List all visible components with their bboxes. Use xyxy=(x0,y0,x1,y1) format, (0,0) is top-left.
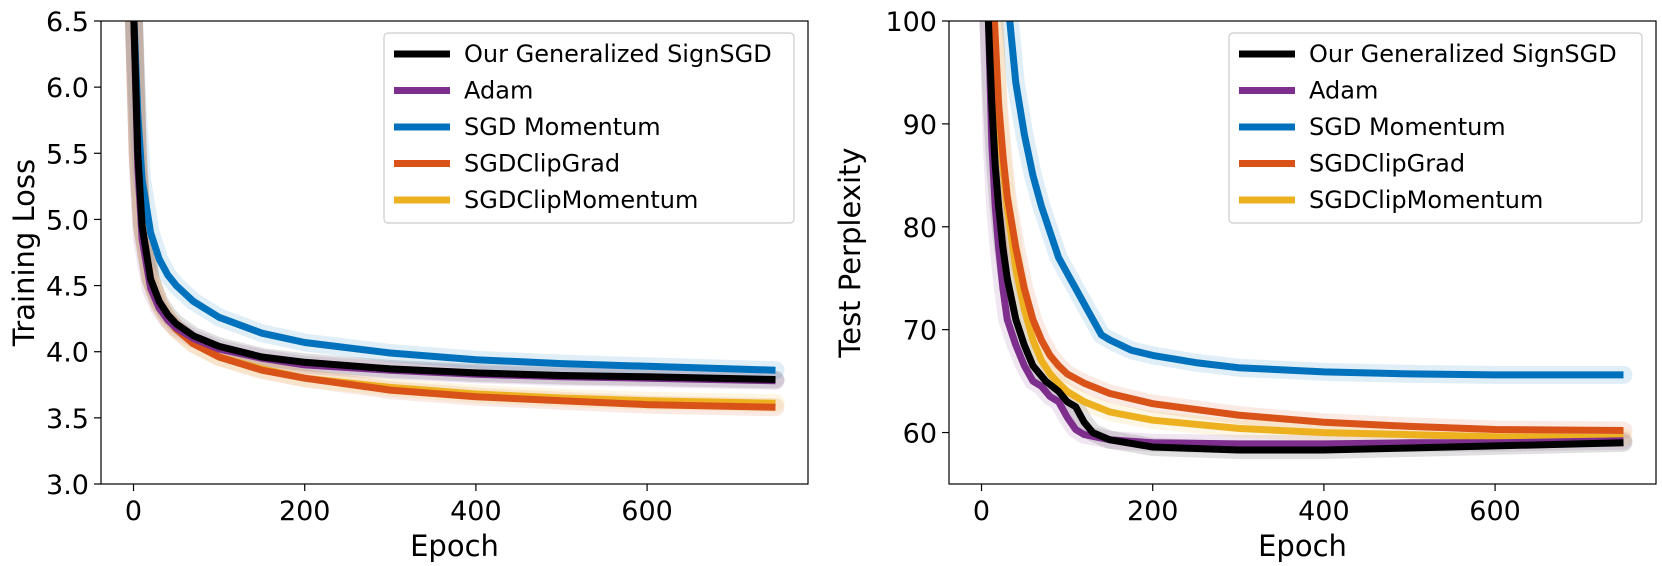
y-tick-label: 100 xyxy=(885,7,937,38)
legend-label: SGDClipGrad xyxy=(464,150,620,178)
y-tick-label: 70 xyxy=(903,316,937,347)
x-tick-label: 200 xyxy=(279,496,331,527)
x-axis-label: Epoch xyxy=(410,529,499,563)
legend-label: SGD Momentum xyxy=(1309,113,1506,141)
chart-panel-1: 0 200 400 600 3.0 3.5 4.0 4.5 5.0 5.5 6.0 6.5 Epoch T… xyxy=(7,7,809,563)
legend-label: Adam xyxy=(464,77,533,105)
x-tick-label: 400 xyxy=(450,496,502,527)
legend-label: SGDClipMomentum xyxy=(464,186,698,214)
legend: Our Generalized SignSGD Adam SGD Momentum S… xyxy=(1228,32,1643,224)
x-tick-label: 0 xyxy=(973,496,990,527)
y-tick-label: 3.5 xyxy=(46,404,89,435)
series-line-our-generalized-signsgd xyxy=(984,21,1624,454)
axes-frame xyxy=(948,20,1657,485)
legend-label: Our Generalized SignSGD xyxy=(1309,40,1617,68)
y-tick-label: 5.5 xyxy=(46,139,89,170)
legend-label: Our Generalized SignSGD xyxy=(464,40,772,68)
x-tick-label: 400 xyxy=(1298,496,1350,527)
series-line-our-generalized-signsgd xyxy=(130,21,776,383)
axes-frame xyxy=(100,20,809,485)
y-tick-label: 4.5 xyxy=(46,272,89,303)
x-tick-label: 200 xyxy=(1127,496,1179,527)
y-axis-label: Training Loss xyxy=(7,159,41,347)
y-axis-label: Test Perplexity xyxy=(833,147,867,358)
y-tick-label: 3.0 xyxy=(46,470,89,501)
y-tick-label: 5.0 xyxy=(46,205,89,236)
chart-panel-2: 0 200 400 600 60 70 80 90 100 Epoch Test Perplexit… xyxy=(833,7,1657,563)
y-tick-label: 4.0 xyxy=(46,338,89,369)
x-tick-label: 600 xyxy=(1469,496,1521,527)
x-axis-label: Epoch xyxy=(1258,529,1347,563)
legend: Our Generalized SignSGD Adam SGD Momentum S… xyxy=(383,32,795,224)
legend-label: Adam xyxy=(1309,77,1378,105)
series-group xyxy=(124,21,785,417)
y-tick-label: 6.5 xyxy=(46,7,89,38)
y-tick-label: 90 xyxy=(903,110,937,141)
x-tick-label: 600 xyxy=(621,496,673,527)
series-line-adam xyxy=(984,21,1624,448)
series-line-sgd-momentum xyxy=(1006,21,1624,379)
y-tick-label: 60 xyxy=(903,419,937,450)
series-line-sgd-momentum xyxy=(130,21,776,374)
legend-label: SGD Momentum xyxy=(464,113,661,141)
series-line-sgdclipgrad xyxy=(990,21,1624,434)
x-tick-label: 0 xyxy=(125,496,142,527)
legend-box xyxy=(1228,32,1643,224)
legend-label: SGDClipMomentum xyxy=(1309,186,1543,214)
series-group xyxy=(979,21,1633,459)
legend-label: SGDClipGrad xyxy=(1309,150,1465,178)
y-tick-label: 80 xyxy=(903,213,937,244)
y-tick-label: 6.0 xyxy=(46,73,89,104)
legend-box xyxy=(383,32,795,224)
